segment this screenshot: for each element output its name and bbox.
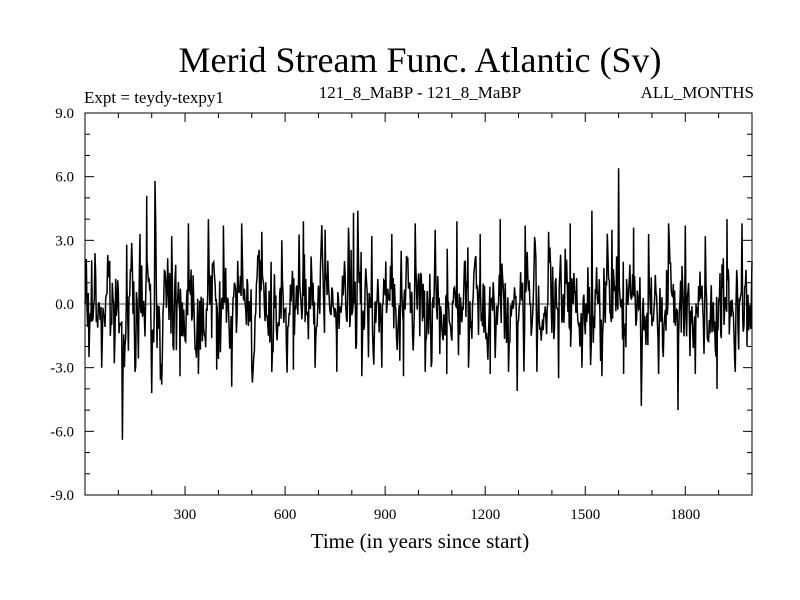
y-tick-label: -6.0	[50, 424, 74, 440]
x-axis-label: Time (in years since start)	[311, 529, 530, 553]
chart-subtitle-left: Expt = teydy-texpy1	[84, 88, 224, 107]
y-tick-label: 6.0	[55, 170, 74, 186]
x-axis: 300 600 900 1200 1500 1800	[117, 113, 720, 523]
y-axis: -9.0 -6.0 -3.0 0.0 3.0 6.0 9.0	[50, 106, 752, 504]
x-tick-label: 600	[274, 507, 297, 523]
y-tick-label: -9.0	[50, 488, 74, 504]
y-tick-label: 0.0	[55, 297, 74, 313]
x-tick-label: 1800	[670, 507, 700, 523]
y-tick-label: -3.0	[50, 361, 74, 377]
x-tick-label: 1200	[470, 507, 500, 523]
x-tick-label: 300	[174, 507, 197, 523]
x-tick-label: 1500	[570, 507, 600, 523]
x-tick-label: 900	[374, 507, 397, 523]
chart-subtitle-right: ALL_MONTHS	[641, 83, 754, 102]
chart-subtitle-center: 121_8_MaBP - 121_8_MaBP	[319, 83, 521, 102]
y-tick-label: 3.0	[55, 233, 74, 249]
chart-title: Merid Stream Func. Atlantic (Sv)	[179, 40, 662, 80]
plot-area: 300 600 900 1200 1500 1800 -9.0 -6.0 -3.0 0.0 3.0…	[50, 106, 753, 523]
y-tick-label: 9.0	[55, 106, 74, 122]
series-line	[84, 168, 753, 440]
